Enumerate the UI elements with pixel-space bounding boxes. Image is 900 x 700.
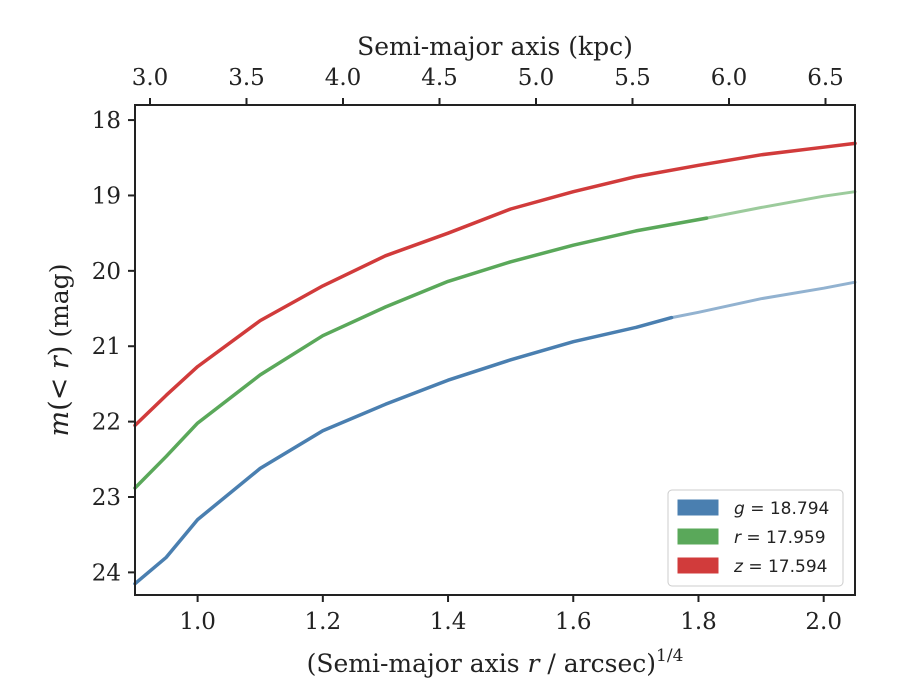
series-1-extrapolated-line <box>705 190 857 220</box>
legend-swatch-2 <box>677 557 719 574</box>
plot-frame <box>134 104 856 596</box>
x-tick-label: 1.0 <box>179 609 216 635</box>
series-1-line <box>133 216 709 490</box>
y-tick-label: 24 <box>92 560 121 586</box>
y-axis-title: m(< r) (mag) <box>44 264 75 437</box>
top-x-tick-label: 5.5 <box>614 65 651 91</box>
top-x-tick-label: 3.0 <box>132 65 169 91</box>
legend-label-1: r = 17.959 <box>734 528 826 548</box>
top-x-tick-label: 6.0 <box>711 65 748 91</box>
y-tick-label: 21 <box>92 334 121 360</box>
x-tick-label: 1.2 <box>305 609 342 635</box>
x-tick-label: 1.8 <box>680 609 717 635</box>
y-tick-label: 22 <box>92 410 121 436</box>
series-0-extrapolated-line <box>670 280 857 320</box>
top-x-tick-label: 4.5 <box>421 65 458 91</box>
top-x-tick-label: 4.0 <box>325 65 362 91</box>
ticks-layer: 1.0 1.2 1.4 1.6 1.8 2.0 18 19 20 21 22 23 24 3.0 3.5 4.… <box>92 65 844 635</box>
y-tick-label: 23 <box>92 485 121 511</box>
top-x-tick-label: 6.5 <box>807 65 844 91</box>
legend-label-0: g = 18.794 <box>734 499 829 519</box>
top-x-tick-label: 3.5 <box>228 65 265 91</box>
top-x-axis-title: Semi-major axis (kpc) <box>357 32 633 61</box>
top-x-tick-label: 5.0 <box>518 65 555 91</box>
x-tick-label: 1.6 <box>555 609 592 635</box>
x-tick-label: 2.0 <box>805 609 842 635</box>
y-tick-label: 18 <box>92 108 121 134</box>
legend-swatch-0 <box>677 499 719 516</box>
legend: g = 18.794 r = 17.959 z = 17.594 <box>667 489 844 587</box>
y-tick-label: 20 <box>92 259 121 285</box>
x-tick-label: 1.4 <box>430 609 467 635</box>
series-0-line <box>133 315 674 586</box>
y-tick-label: 19 <box>92 183 121 209</box>
lines-layer <box>133 141 857 586</box>
legend-swatch-1 <box>677 528 719 545</box>
x-axis-title: (Semi-major axis r / arcsec)1/4 <box>307 646 684 678</box>
series-2-line <box>133 141 857 428</box>
legend-label-2: z = 17.594 <box>733 557 827 577</box>
